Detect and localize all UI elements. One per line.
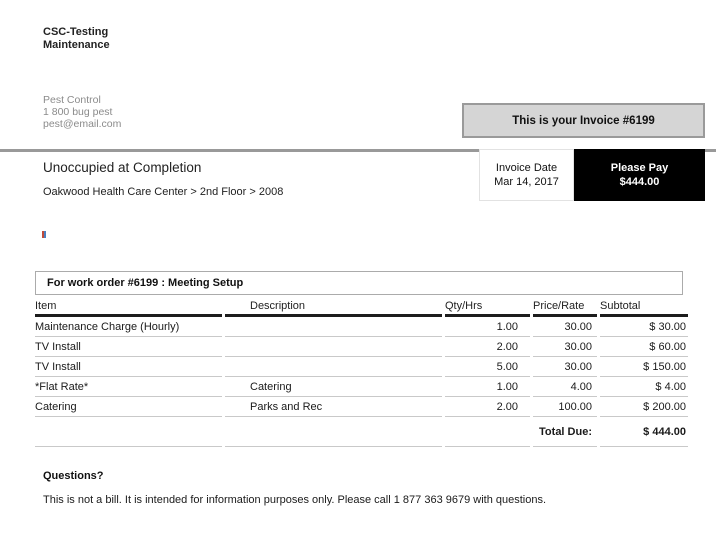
invoice-date-box: Invoice Date Mar 14, 2017 bbox=[479, 149, 574, 201]
cell-item: Maintenance Charge (Hourly) bbox=[35, 317, 222, 337]
broken-image-marker-red bbox=[42, 231, 44, 238]
cell-item: Catering bbox=[35, 397, 222, 417]
cell-description bbox=[225, 357, 442, 377]
cell-rate: 30.00 bbox=[533, 317, 597, 337]
questions-heading: Questions? bbox=[43, 470, 104, 482]
broken-image-marker-blue bbox=[44, 231, 46, 238]
invoice-meta-row: Invoice Date Mar 14, 2017 Please Pay $44… bbox=[479, 149, 705, 201]
breadcrumb: Oakwood Health Care Center > 2nd Floor >… bbox=[43, 186, 284, 198]
cell-qty: 2.00 bbox=[445, 337, 530, 357]
invoice-date-label: Invoice Date bbox=[495, 162, 558, 174]
column-header-rate: Price/Rate bbox=[533, 300, 597, 317]
cell-rate: 100.00 bbox=[533, 397, 597, 417]
please-pay-box: Please Pay $444.00 bbox=[574, 149, 705, 201]
cell-qty: 1.00 bbox=[445, 377, 530, 397]
column-header-description: Description bbox=[225, 300, 442, 317]
cell-qty: 1.00 bbox=[445, 317, 530, 337]
table-header-row: Item Description Qty/Hrs Price/Rate Subt… bbox=[35, 300, 688, 317]
total-spacer bbox=[225, 417, 442, 447]
cell-description: Catering bbox=[225, 377, 442, 397]
cell-item: *Flat Rate* bbox=[35, 377, 222, 397]
work-order-caption: For work order #6199 : Meeting Setup bbox=[47, 277, 244, 289]
please-pay-amount: $444.00 bbox=[619, 176, 660, 188]
total-spacer bbox=[445, 417, 530, 447]
cell-subtotal: $ 200.00 bbox=[600, 397, 688, 417]
total-row: Total Due: $ 444.00 bbox=[35, 417, 688, 447]
table-row: *Flat Rate* Catering 1.00 4.00 $ 4.00 bbox=[35, 377, 688, 397]
column-header-item: Item bbox=[35, 300, 222, 317]
company-name-line2: Maintenance bbox=[43, 39, 110, 51]
cell-description: Parks and Rec bbox=[225, 397, 442, 417]
line-items-table: Item Description Qty/Hrs Price/Rate Subt… bbox=[32, 300, 691, 447]
table-row: TV Install 5.00 30.00 $ 150.00 bbox=[35, 357, 688, 377]
cell-subtotal: $ 60.00 bbox=[600, 337, 688, 357]
column-header-subtotal: Subtotal bbox=[600, 300, 688, 317]
company-name-line1: CSC-Testing bbox=[43, 26, 109, 38]
vendor-contact-block: Pest Control 1 800 bug pest pest@email.c… bbox=[43, 94, 121, 130]
vendor-name: Pest Control bbox=[43, 94, 101, 106]
vendor-phone: 1 800 bug pest bbox=[43, 106, 113, 118]
column-header-qty: Qty/Hrs bbox=[445, 300, 530, 317]
invoice-number-banner: This is your Invoice #6199 bbox=[462, 103, 705, 138]
cell-description bbox=[225, 337, 442, 357]
total-due-amount: $ 444.00 bbox=[600, 417, 688, 447]
table-row: Maintenance Charge (Hourly) 1.00 30.00 $… bbox=[35, 317, 688, 337]
table-row: Catering Parks and Rec 2.00 100.00 $ 200… bbox=[35, 397, 688, 417]
invoice-date-value: Mar 14, 2017 bbox=[494, 176, 559, 188]
cell-subtotal: $ 150.00 bbox=[600, 357, 688, 377]
work-order-title: Unoccupied at Completion bbox=[43, 160, 202, 175]
please-pay-label: Please Pay bbox=[610, 162, 669, 174]
table-row: TV Install 2.00 30.00 $ 60.00 bbox=[35, 337, 688, 357]
cell-rate: 30.00 bbox=[533, 357, 597, 377]
cell-qty: 2.00 bbox=[445, 397, 530, 417]
company-name-block: CSC-Testing Maintenance bbox=[43, 26, 110, 52]
total-due-label: Total Due: bbox=[533, 417, 597, 447]
header-divider bbox=[0, 149, 716, 152]
cell-description bbox=[225, 317, 442, 337]
total-spacer bbox=[35, 417, 222, 447]
cell-qty: 5.00 bbox=[445, 357, 530, 377]
cell-rate: 30.00 bbox=[533, 337, 597, 357]
broken-image-marker bbox=[42, 231, 46, 238]
cell-item: TV Install bbox=[35, 357, 222, 377]
cell-subtotal: $ 30.00 bbox=[600, 317, 688, 337]
work-order-caption-box: For work order #6199 : Meeting Setup bbox=[35, 271, 683, 295]
cell-rate: 4.00 bbox=[533, 377, 597, 397]
cell-item: TV Install bbox=[35, 337, 222, 357]
cell-subtotal: $ 4.00 bbox=[600, 377, 688, 397]
vendor-email: pest@email.com bbox=[43, 118, 122, 130]
disclaimer-text: This is not a bill. It is intended for i… bbox=[43, 494, 547, 506]
